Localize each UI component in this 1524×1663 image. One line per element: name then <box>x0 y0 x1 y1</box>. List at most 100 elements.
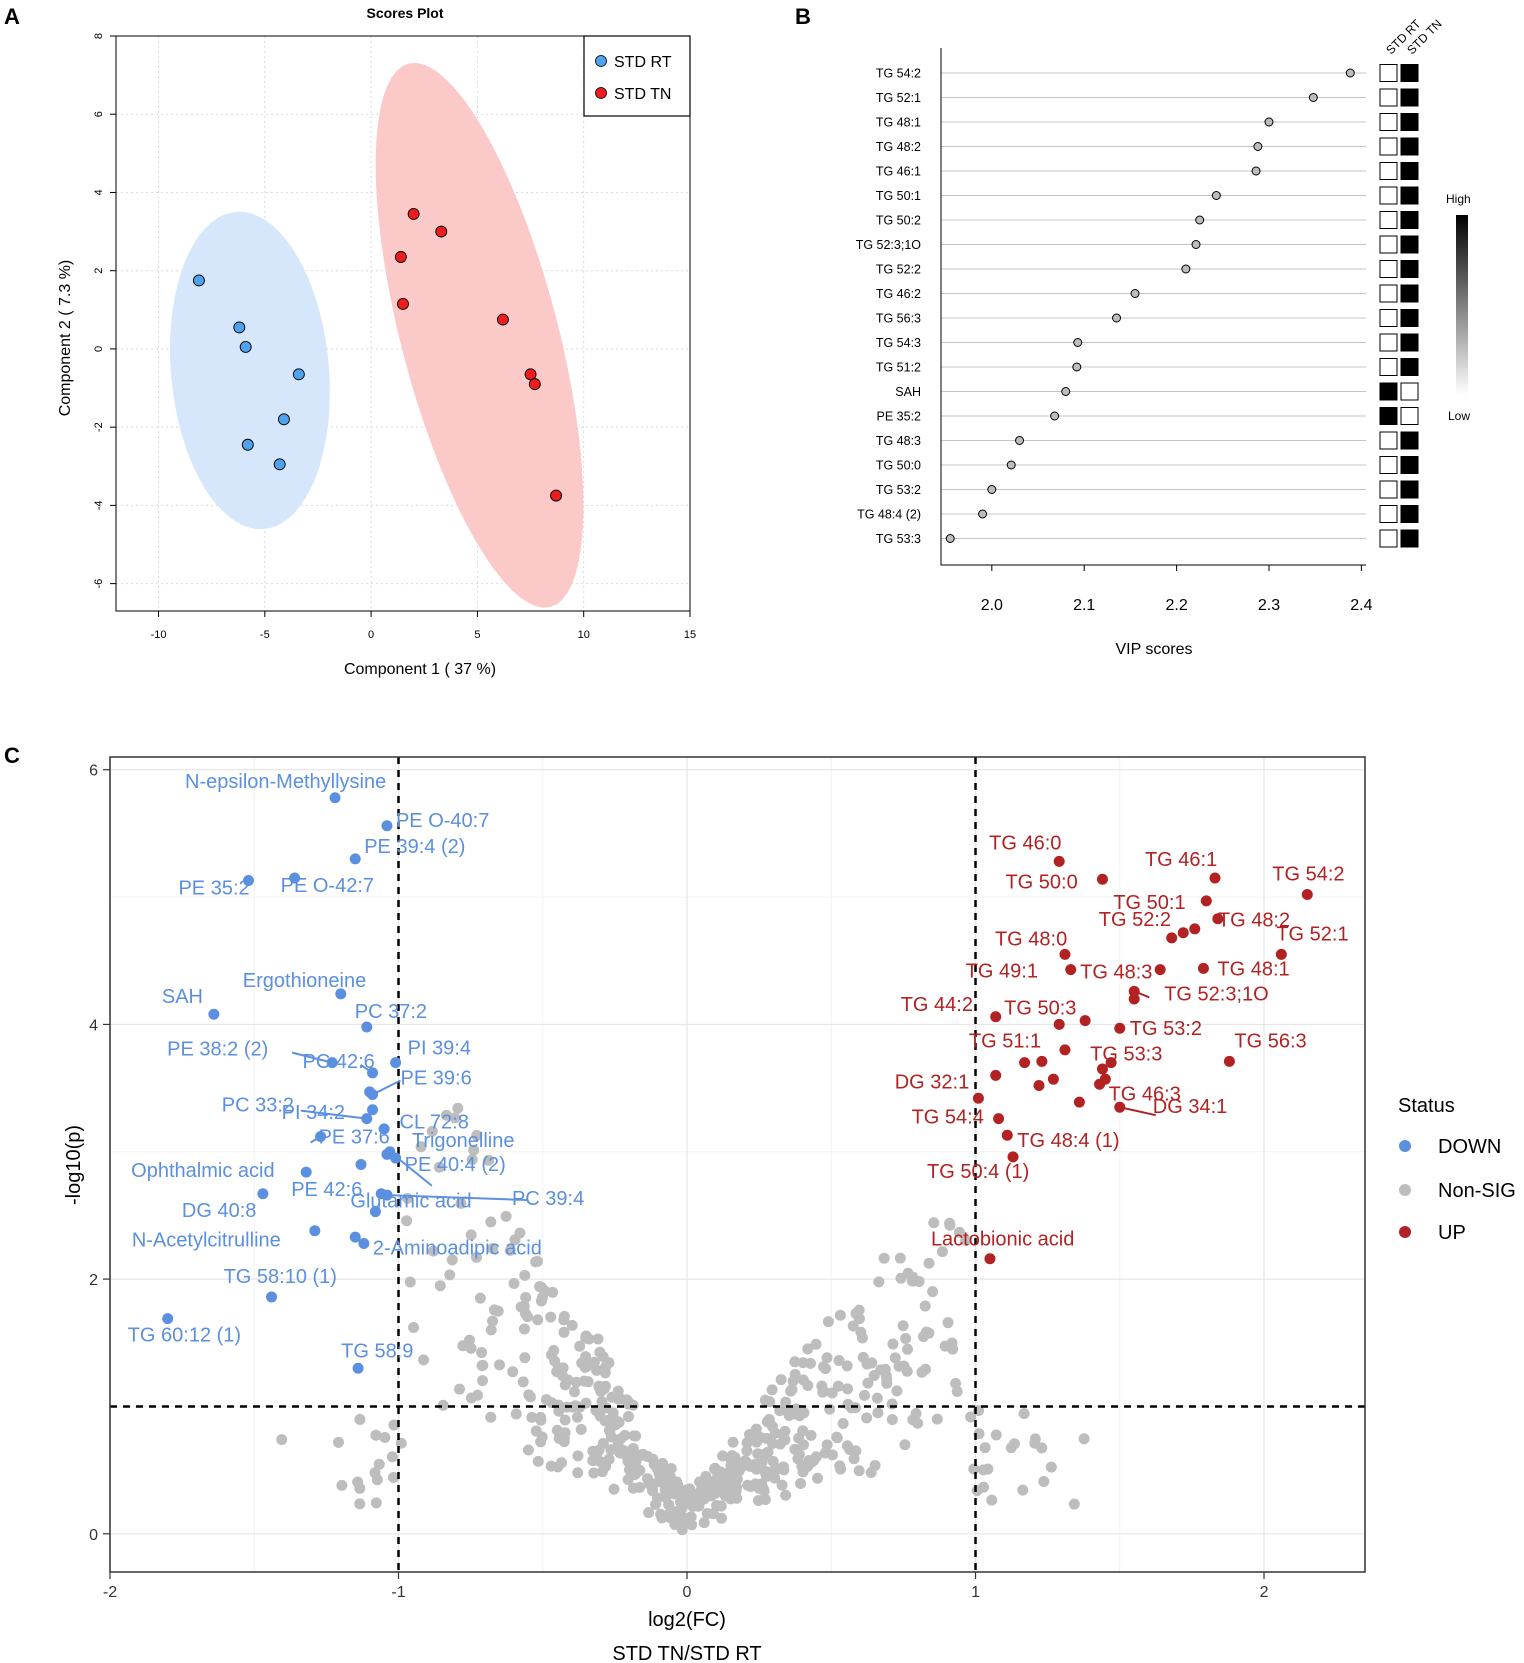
volcano-point-nonsig <box>524 1391 536 1403</box>
heat-high-label: High <box>1446 192 1471 206</box>
volcano-point-down <box>208 1008 220 1020</box>
volcano-point-down <box>355 1159 367 1170</box>
volcano-point-nonsig <box>514 1227 526 1239</box>
volcano-point-nonsig <box>802 1380 814 1392</box>
vip-point <box>1211 191 1221 200</box>
heat-cell-std-rt <box>1379 137 1398 156</box>
volcano-point-down <box>349 1231 361 1243</box>
volcano-point-nonsig <box>951 1385 963 1397</box>
scores-y-axis-label: Component 2 ( 7.3 %) <box>57 260 74 417</box>
volcano-point-down <box>242 875 254 887</box>
volcano-point-nonsig <box>907 1414 919 1426</box>
scores-legend-box <box>583 35 691 117</box>
volcano-point-up <box>1079 1015 1091 1027</box>
volcano-point-nonsig <box>580 1351 592 1363</box>
scores-y-tick-label: -6 <box>93 579 105 589</box>
volcano-point-nonsig <box>780 1396 792 1408</box>
volcano-point-nonsig <box>841 1360 853 1372</box>
volcano-point-up <box>1105 1057 1117 1069</box>
volcano-point-nonsig <box>802 1343 814 1355</box>
score-point-std-tn <box>528 378 541 391</box>
volcano-point-nonsig <box>354 1498 366 1510</box>
vip-x-tick-label: 2.1 <box>1073 597 1095 614</box>
heat-cell-std-rt <box>1379 358 1398 376</box>
volcano-point-nonsig <box>487 1315 499 1327</box>
volcano-point-label-down: PE 39:4 (2) <box>364 836 465 858</box>
volcano-point-nonsig <box>729 1451 741 1463</box>
heat-cell-std-rt <box>1379 211 1398 229</box>
volcano-point-up <box>1166 932 1178 944</box>
volcano-point-nonsig <box>476 1360 488 1372</box>
volcano-point-nonsig <box>982 1463 994 1475</box>
volcano-x-axis-sublabel: STD TN/STD RT <box>612 1643 761 1663</box>
volcano-point-label-down: TG 58:10 (1) <box>224 1266 337 1288</box>
scores-y-tick-label: 8 <box>93 33 105 39</box>
vip-feature-label: TG 52:3;1O <box>856 238 922 252</box>
volcano-point-nonsig <box>608 1483 620 1495</box>
volcano-point-nonsig <box>727 1480 739 1492</box>
volcano-point-nonsig <box>834 1309 846 1321</box>
volcano-point-nonsig <box>777 1461 789 1473</box>
vip-point <box>1130 289 1140 298</box>
volcano-point-nonsig <box>500 1210 512 1222</box>
volcano-point-nonsig <box>785 1385 797 1397</box>
volcano-point-up <box>972 1092 984 1104</box>
volcano-point-label-down: Ophthalmic acid <box>131 1160 274 1182</box>
volcano-point-nonsig <box>965 1411 977 1423</box>
heat-cell-std-rt <box>1379 88 1398 107</box>
scores-x-tick-label: -10 <box>151 629 167 641</box>
volcano-x-tick-label: 1 <box>971 1584 980 1601</box>
volcano-point-nonsig <box>465 1342 477 1354</box>
volcano-point-label-down: PI 39:4 <box>408 1038 471 1060</box>
volcano-y-axis-label: -log10(p) <box>63 1125 85 1205</box>
volcano-point-label-up: TG 49:1 <box>966 961 1038 983</box>
volcano-point-nonsig <box>806 1456 818 1468</box>
volcano-point-nonsig <box>971 1485 983 1497</box>
volcano-point-nonsig <box>857 1351 869 1363</box>
score-point-std-rt <box>192 274 205 287</box>
volcano-point-nonsig <box>454 1383 466 1395</box>
volcano-point-nonsig <box>558 1314 570 1326</box>
volcano-point-nonsig <box>927 1286 939 1298</box>
volcano-point-down <box>381 1148 393 1160</box>
volcano-point-label-up: TG 50:4 (1) <box>927 1161 1029 1183</box>
volcano-point-label-down: PE 39:6 <box>401 1067 472 1089</box>
volcano-point-nonsig <box>727 1436 739 1448</box>
vip-point <box>1195 215 1205 225</box>
heat-cell-std-rt <box>1379 382 1398 401</box>
volcano-point-nonsig <box>518 1300 530 1312</box>
vip-feature-label: TG 54:2 <box>876 67 921 81</box>
volcano-point-nonsig <box>552 1461 564 1473</box>
volcano-point-nonsig <box>789 1356 801 1368</box>
volcano-point-nonsig <box>756 1456 768 1468</box>
volcano-point-nonsig <box>468 1144 480 1156</box>
scores-x-tick-label: 10 <box>578 629 590 641</box>
volcano-point-nonsig <box>637 1448 649 1460</box>
volcano-point-nonsig <box>968 1463 980 1475</box>
heat-cell-std-tn <box>1400 505 1419 523</box>
volcano-point-nonsig <box>332 1436 344 1448</box>
volcano-y-tick-label: 2 <box>89 1272 98 1289</box>
heat-cell-std-tn <box>1400 211 1419 229</box>
volcano-point-nonsig <box>558 1436 570 1448</box>
volcano-point-nonsig <box>433 1161 445 1173</box>
volcano-point-nonsig <box>710 1487 722 1499</box>
heat-cell-std-rt <box>1379 162 1398 180</box>
vip-feature-label: TG 48:3 <box>876 434 921 448</box>
volcano-point-nonsig <box>634 1481 646 1493</box>
volcano-point-label-up: TG 53:3 <box>1090 1044 1162 1066</box>
heat-cell-std-rt <box>1379 431 1398 450</box>
volcano-point-nonsig <box>354 1482 366 1494</box>
volcano-point-nonsig <box>821 1352 833 1364</box>
volcano-point-nonsig <box>566 1319 578 1331</box>
heat-cell-std-rt <box>1379 333 1398 352</box>
vip-feature-label: TG 48:1 <box>876 116 921 130</box>
volcano-point-up <box>1007 1151 1019 1163</box>
volcano-point-up <box>1212 913 1224 925</box>
volcano-point-up <box>1001 1129 1013 1141</box>
volcano-point-nonsig <box>427 1245 439 1257</box>
volcano-point-nonsig <box>536 1282 548 1294</box>
legend-std-rt-swatch <box>595 55 607 67</box>
volcano-point-label-down: 2-Aminoadipic acid <box>373 1237 542 1259</box>
